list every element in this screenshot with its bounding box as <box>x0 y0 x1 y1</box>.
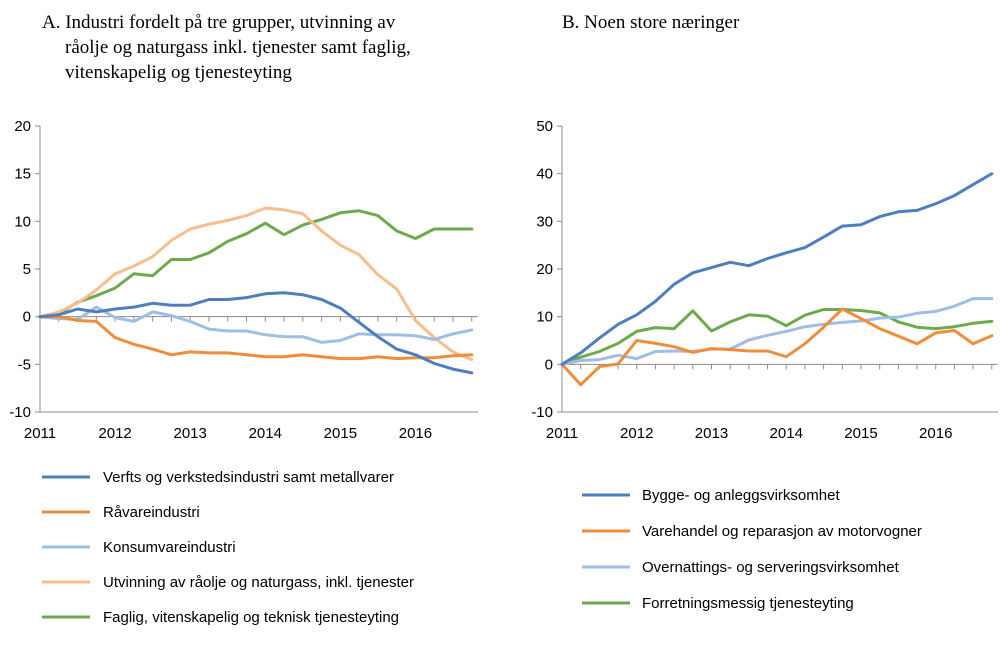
legend-label: Forretningsmessig tjenesteyting <box>642 595 854 612</box>
series-line-1 <box>38 291 474 375</box>
x-tick-label: 2014 <box>770 425 803 442</box>
legend-label: Konsumvareindustri <box>103 539 236 556</box>
y-tick-label: 20 <box>14 118 31 135</box>
x-tick-label: 2015 <box>324 425 357 442</box>
y-tick-label: -10 <box>9 404 31 421</box>
series-line-2 <box>38 315 474 361</box>
x-tick-label: 2014 <box>249 425 282 442</box>
legend-label: Overnattings- og serveringsvirksomhet <box>642 559 900 576</box>
x-tick-label: 2012 <box>620 425 653 442</box>
y-tick-label: 20 <box>536 261 553 278</box>
legend: Bygge- og anleggsvirksomhet Varehandel og… <box>582 487 922 612</box>
x-tick-label: 2011 <box>24 425 56 442</box>
chart-title-line: vitenskapelig og tjenesteyting <box>65 62 292 83</box>
x-tick-label: 2013 <box>695 425 728 442</box>
series-line-3 <box>560 297 994 366</box>
legend: Verfts og verkstedsindustri samt metallv… <box>42 469 414 626</box>
y-tick-label: 10 <box>14 213 31 230</box>
chart-title-line: B. Noen store næringer <box>562 12 740 33</box>
legend-label: Utvinning av råolje og naturgass, inkl. … <box>103 574 414 591</box>
series-line-4 <box>560 308 994 366</box>
y-tick-label: 50 <box>536 118 553 135</box>
series-line-2 <box>560 307 994 387</box>
y-tick-label: -5 <box>18 356 31 373</box>
y-tick-label: 30 <box>536 213 553 230</box>
legend-label: Råvareindustri <box>103 504 200 521</box>
x-tick-label: 2016 <box>919 425 952 442</box>
x-tick-label: 2012 <box>98 425 131 442</box>
series-line-4 <box>38 206 474 362</box>
legend-label: Varehandel og reparasjon av motorvogner <box>642 523 922 540</box>
y-tick-label: 0 <box>545 356 553 373</box>
x-tick-label: 2011 <box>546 425 578 442</box>
legend-label: Faglig, vitenskapelig og teknisk tjenest… <box>103 609 399 626</box>
chart-title-line: råolje og naturgass inkl. tjenester samt… <box>65 37 411 58</box>
y-tick-label: 5 <box>23 261 31 278</box>
y-tick-label: 10 <box>536 309 553 326</box>
x-tick-label: 2015 <box>844 425 877 442</box>
series-line-1 <box>560 172 994 366</box>
chart-title-line: A. Industri fordelt på tre grupper, utvi… <box>42 12 396 33</box>
y-tick-label: 40 <box>536 166 553 183</box>
x-tick-label: 2013 <box>173 425 206 442</box>
series-line-5 <box>38 209 474 319</box>
x-tick-label: 2016 <box>399 425 432 442</box>
legend-label: Bygge- og anleggsvirksomhet <box>642 487 840 504</box>
y-tick-label: 0 <box>23 309 31 326</box>
legend-label: Verfts og verkstedsindustri samt metallv… <box>103 469 394 486</box>
y-tick-label: -10 <box>531 404 553 421</box>
y-tick-label: 15 <box>14 166 31 183</box>
chart-panel-a: A. Industri fordelt på tre grupper, utvi… <box>9 12 478 626</box>
chart-panel-b: B. Noen store næringer -10 0 10 20 30 40 50 2011… <box>531 12 998 612</box>
series-line-3 <box>38 305 474 344</box>
